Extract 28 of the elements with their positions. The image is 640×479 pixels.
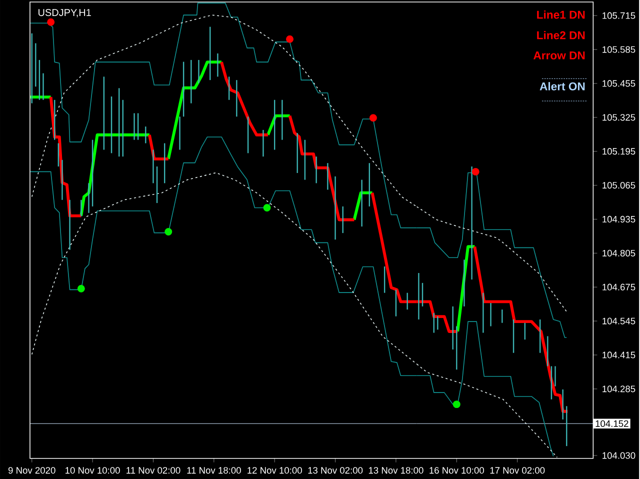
x-tick-label: 17 Nov 02:00: [490, 466, 545, 474]
y-tick-label: 104.805: [602, 250, 636, 256]
x-tick-label: 9 Nov 2020: [8, 466, 56, 474]
y-tick-label: 105.325: [602, 114, 636, 121]
y-tick-label: 104.545: [602, 318, 636, 324]
ref-line-label: 104.152: [596, 420, 628, 427]
y-tick-label: 105.195: [602, 148, 636, 154]
annotation: Line1 DN: [537, 10, 585, 19]
y-tick-label: 105.065: [602, 182, 636, 188]
y-tick-label: 104.285: [602, 385, 636, 392]
y-tick-label: 105.715: [602, 12, 636, 19]
x-tick-label: 13 Nov 02:00: [308, 466, 363, 474]
x-tick-label: 11 Nov 02:00: [126, 466, 180, 474]
annotation: Line2 DN: [537, 30, 585, 40]
y-tick-label: 105.585: [602, 46, 636, 53]
text: USDJPY,H1: [38, 8, 91, 18]
y-tick-label: 104.935: [602, 216, 636, 222]
x-tick-label: 16 Nov 10:00: [430, 466, 484, 474]
x-tick-label: 12 Nov 10:00: [248, 466, 302, 474]
y-tick-label: 105.455: [602, 80, 636, 87]
y-tick-label: 104.030: [602, 452, 636, 459]
y-tick-label: 104.675: [602, 284, 636, 290]
annotation: Arrow DN: [533, 51, 585, 60]
x-tick-label: 10 Nov 10:00: [66, 466, 120, 474]
x-tick-label: 11 Nov 18:00: [187, 466, 241, 474]
y-tick-label: 104.415: [602, 352, 636, 358]
x-tick-label: 13 Nov 18:00: [368, 466, 424, 474]
annotation: Alert ON: [540, 82, 585, 90]
